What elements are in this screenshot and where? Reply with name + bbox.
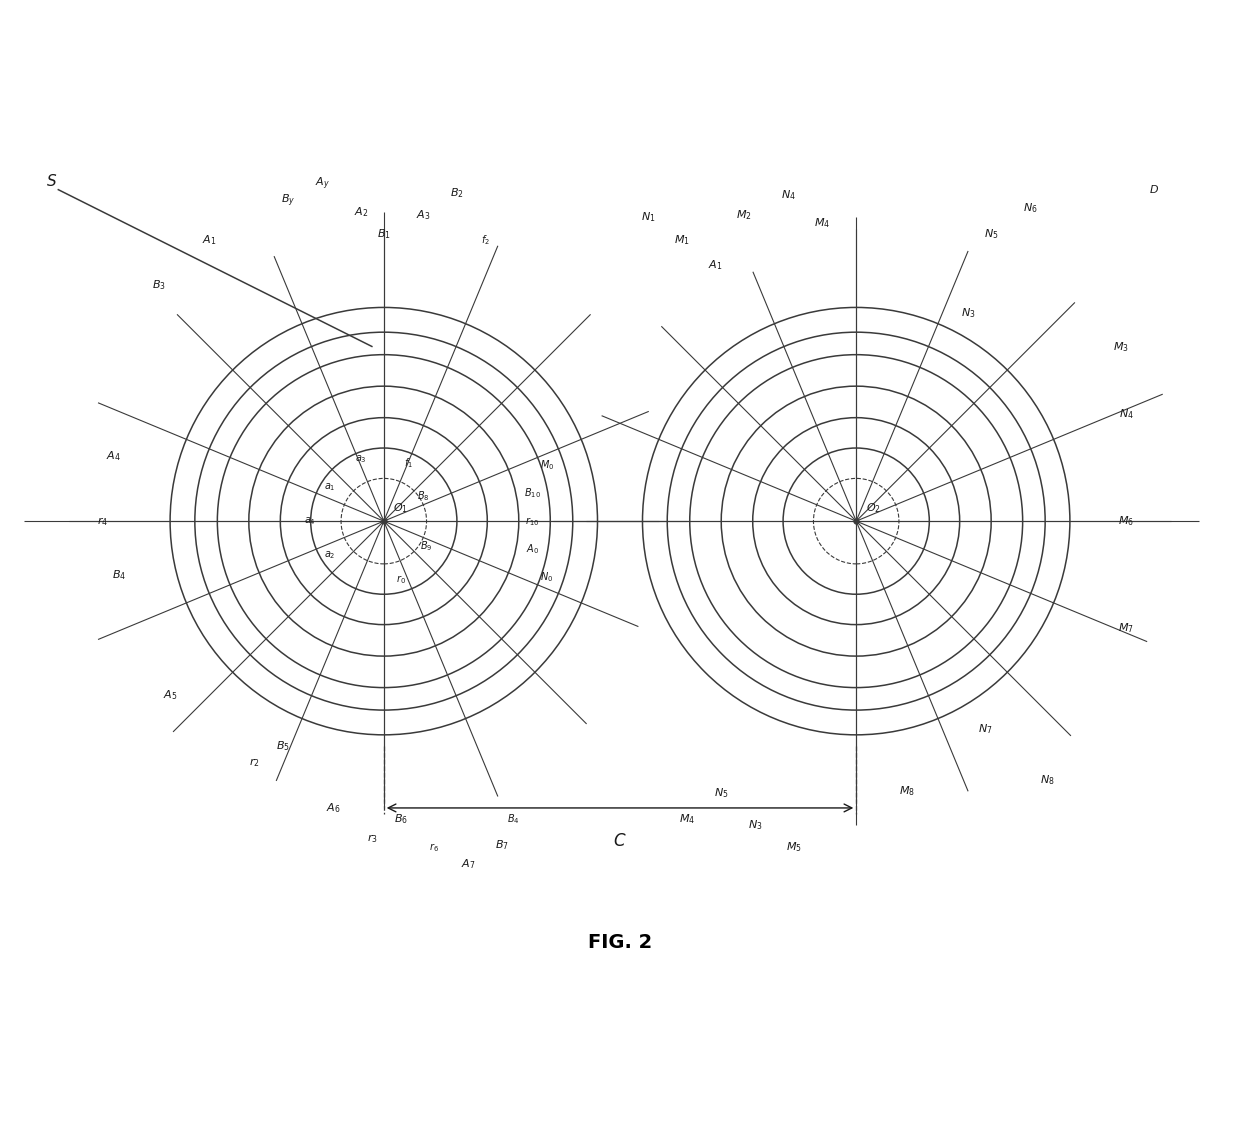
Text: $f_2$: $f_2$ (481, 233, 490, 247)
Text: $B_4$: $B_4$ (507, 813, 520, 826)
Text: $B_{10}$: $B_{10}$ (523, 487, 541, 500)
Text: $N_0$: $N_0$ (541, 571, 553, 584)
Text: $N_5$: $N_5$ (983, 228, 998, 241)
Text: $A_3$: $A_3$ (415, 209, 430, 222)
Text: $r_{10}$: $r_{10}$ (526, 515, 539, 528)
Text: $a_1$: $a_1$ (324, 482, 336, 493)
Text: $M_7$: $M_7$ (1118, 621, 1135, 634)
Text: $a_4$: $a_4$ (304, 516, 316, 527)
Text: $M_3$: $M_3$ (1112, 340, 1128, 354)
Text: $B_5$: $B_5$ (275, 739, 289, 753)
Text: $S$: $S$ (46, 174, 57, 189)
Text: $M_4$: $M_4$ (680, 813, 696, 826)
Text: $D$: $D$ (1149, 184, 1159, 195)
Text: $O_2$: $O_2$ (866, 501, 880, 515)
Text: $N_6$: $N_6$ (1023, 202, 1038, 215)
Text: $A_7$: $A_7$ (461, 858, 475, 871)
Text: $N_7$: $N_7$ (978, 722, 993, 736)
Text: $B_9$: $B_9$ (420, 539, 433, 553)
Text: $M_8$: $M_8$ (899, 785, 915, 798)
Text: $r_6$: $r_6$ (429, 841, 439, 854)
Text: $N_3$: $N_3$ (961, 306, 976, 319)
Text: $B_y$: $B_y$ (281, 193, 295, 209)
Text: $N_4$: $N_4$ (781, 188, 796, 202)
Text: $B_6$: $B_6$ (393, 813, 408, 826)
Text: $r_3$: $r_3$ (367, 832, 378, 845)
Text: $A_6$: $A_6$ (326, 802, 341, 815)
Text: $r_0$: $r_0$ (396, 573, 405, 586)
Text: $N_8$: $N_8$ (1040, 772, 1055, 787)
Text: $M_0$: $M_0$ (539, 458, 554, 472)
Text: $A_5$: $A_5$ (162, 688, 177, 703)
Text: $M_6$: $M_6$ (1118, 515, 1135, 528)
Text: $B_2$: $B_2$ (450, 186, 464, 200)
Text: $B_4$: $B_4$ (113, 568, 126, 582)
Text: $a_2$: $a_2$ (324, 549, 336, 560)
Text: $N_4$: $N_4$ (1118, 407, 1133, 421)
Text: $N_5$: $N_5$ (714, 787, 729, 800)
Text: $a_3$: $a_3$ (356, 453, 367, 465)
Text: $A_1$: $A_1$ (708, 258, 723, 271)
Text: $A_0$: $A_0$ (526, 543, 539, 556)
Text: $B_7$: $B_7$ (495, 839, 508, 852)
Text: $A_1$: $A_1$ (202, 233, 217, 247)
Text: $B_3$: $B_3$ (153, 278, 166, 291)
Text: $O_1$: $O_1$ (393, 501, 408, 515)
Text: $N_3$: $N_3$ (748, 818, 763, 832)
Text: $M_5$: $M_5$ (786, 841, 802, 854)
Text: $M_1$: $M_1$ (675, 233, 689, 247)
Text: $f_1$: $f_1$ (404, 456, 413, 470)
Text: $r_4$: $r_4$ (97, 515, 108, 528)
Text: $A_4$: $A_4$ (107, 450, 122, 463)
Text: $M_4$: $M_4$ (815, 216, 831, 230)
Text: $M_2$: $M_2$ (735, 209, 751, 222)
Text: $N_1$: $N_1$ (641, 211, 656, 224)
Text: $A_2$: $A_2$ (355, 205, 368, 219)
Text: $C$: $C$ (614, 833, 626, 850)
Text: FIG. 2: FIG. 2 (588, 934, 652, 953)
Text: $B_8$: $B_8$ (417, 490, 429, 503)
Text: $r_2$: $r_2$ (249, 757, 260, 769)
Text: $B_1$: $B_1$ (377, 228, 391, 241)
Text: $A_y$: $A_y$ (315, 176, 330, 192)
